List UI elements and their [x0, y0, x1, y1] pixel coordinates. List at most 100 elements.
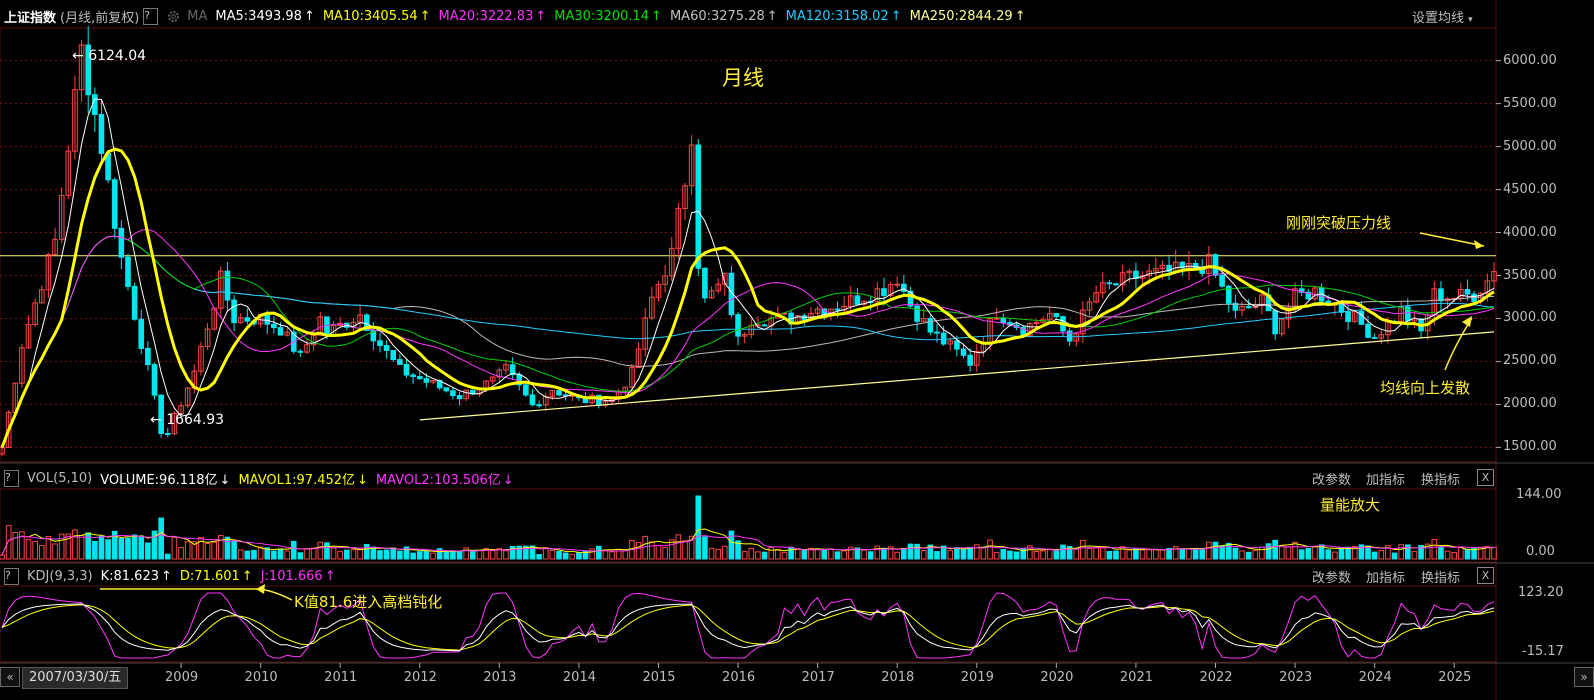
volume-bar — [264, 547, 271, 560]
volume-bar — [861, 549, 867, 560]
volume-bar — [463, 547, 469, 560]
kdj-d-line — [1, 604, 1495, 651]
candle-body — [847, 295, 854, 307]
vol-legend-item-0: VOLUME:96.118亿 — [100, 472, 218, 488]
volume-bar — [330, 547, 337, 560]
volume-bar — [145, 542, 151, 560]
candle-body — [92, 94, 98, 115]
vol-indicator-name: VOL(5,10) — [27, 470, 93, 486]
volume-bar — [775, 548, 781, 560]
volume-bar — [1192, 548, 1199, 560]
volume-bar — [1139, 549, 1146, 560]
candle-body — [131, 285, 138, 320]
diverge-arrow — [1444, 317, 1473, 371]
candle-body — [708, 290, 715, 299]
volume-bar — [1060, 544, 1066, 560]
volume-bar — [19, 531, 25, 560]
volume-bar — [934, 551, 940, 560]
volume-bar — [1080, 539, 1086, 560]
kdj-help-button[interactable]: ? — [4, 567, 19, 585]
gear-icon[interactable] — [166, 9, 181, 24]
volume-bar — [357, 548, 363, 560]
candle-body — [1027, 323, 1033, 337]
vol-legend-item-arrow-1: ↓ — [357, 472, 368, 488]
low-price-label: ← 1664.93 — [150, 412, 225, 428]
candle-body — [58, 194, 65, 240]
volume-bar — [377, 550, 383, 560]
year-label: 2012 — [403, 670, 437, 685]
candle-body — [430, 379, 436, 383]
index-title: 上证指数 — [4, 10, 57, 26]
volume-bar — [741, 551, 748, 560]
ma-legend-item-arrow-5: ↑ — [890, 8, 902, 24]
volume-bar — [781, 551, 788, 560]
candle-body — [5, 411, 12, 448]
price-tick-label: 3000.00 — [1503, 310, 1557, 326]
candle-body — [184, 387, 191, 407]
candle-body — [32, 302, 38, 325]
candle-body — [1252, 304, 1259, 309]
kdj-legend-item-arrow-2: ↑ — [324, 568, 336, 584]
vol-swap-indicator-button[interactable]: 换指标 — [1421, 473, 1461, 488]
kdj-add-indicator-button[interactable]: 加指标 — [1366, 571, 1406, 586]
candle-body — [1365, 323, 1371, 338]
volume-bar — [138, 535, 145, 560]
year-label: 2023 — [1279, 670, 1313, 685]
candle-body — [1046, 313, 1053, 321]
ma20-line — [1, 228, 1495, 448]
candle-body — [801, 315, 808, 321]
candle-body — [1206, 254, 1212, 274]
vol-tick-top: 144.00 — [1516, 487, 1562, 502]
kdj-legend-item-arrow-0: ↑ — [161, 568, 172, 584]
volume-bar — [397, 550, 403, 560]
volume-bar — [1245, 551, 1252, 560]
ma-legend-item-arrow-3: ↑ — [651, 8, 662, 24]
volume-bar — [887, 546, 894, 560]
ma-legend-item-arrow-0: ↑ — [303, 8, 315, 24]
volume-bar — [257, 546, 264, 560]
kdj-close-button[interactable]: X — [1477, 567, 1494, 584]
vol-close-button[interactable]: X — [1477, 469, 1494, 486]
volume-bar — [350, 549, 357, 560]
candle-body — [715, 283, 721, 292]
price-tick-label: 5000.00 — [1503, 138, 1557, 154]
volume-bar — [284, 550, 290, 560]
volume-bar — [171, 536, 178, 560]
candle-body — [702, 267, 708, 299]
kdj-change-params-button[interactable]: 改参数 — [1312, 571, 1352, 586]
kdj-swap-indicator-button[interactable]: 换指标 — [1421, 571, 1461, 586]
volume-bar — [1458, 546, 1464, 560]
volume-bar — [218, 534, 224, 560]
volume-bar — [987, 539, 993, 560]
candle-body — [72, 89, 78, 152]
volume-bar — [794, 548, 801, 560]
volume-bar — [609, 551, 615, 560]
candle-body — [934, 331, 940, 334]
volume-bar — [92, 540, 98, 560]
ma-settings-button[interactable]: 设置均线 ▾ — [1412, 7, 1473, 26]
candle-body — [1378, 334, 1385, 339]
volume-bar — [702, 536, 708, 560]
volume-bar — [814, 549, 821, 560]
candle-body — [85, 44, 92, 96]
ma-legend: MA5:3493.98 ↑ MA10:3405.54 ↑ MA20:3222.83 ↑ MA… — [215, 9, 1033, 24]
diverge-arrowhead — [1462, 316, 1472, 327]
volume-bar — [801, 549, 808, 560]
vol-help-button[interactable]: ? — [4, 469, 19, 487]
year-label: 2018 — [881, 670, 915, 685]
volume-bar — [1332, 551, 1338, 560]
volume-bar — [761, 551, 768, 560]
volume-bar — [32, 540, 38, 560]
kdj-tick-bottom: -15.17 — [1522, 644, 1564, 659]
vol-add-indicator-button[interactable]: 加指标 — [1366, 473, 1406, 488]
nav-left-button[interactable]: « — [0, 667, 20, 687]
volume-bar — [1385, 545, 1391, 560]
candle-body — [125, 256, 131, 287]
ma-legend-item-arrow-2: ↑ — [535, 8, 547, 24]
price-tick-label: 3500.00 — [1503, 267, 1557, 283]
volume-bar — [1046, 549, 1053, 560]
nav-right-button[interactable]: » — [1574, 667, 1594, 687]
help-button[interactable]: ? — [143, 7, 159, 25]
vol-change-params-button[interactable]: 改参数 — [1312, 473, 1352, 488]
volume-bar — [523, 545, 529, 560]
